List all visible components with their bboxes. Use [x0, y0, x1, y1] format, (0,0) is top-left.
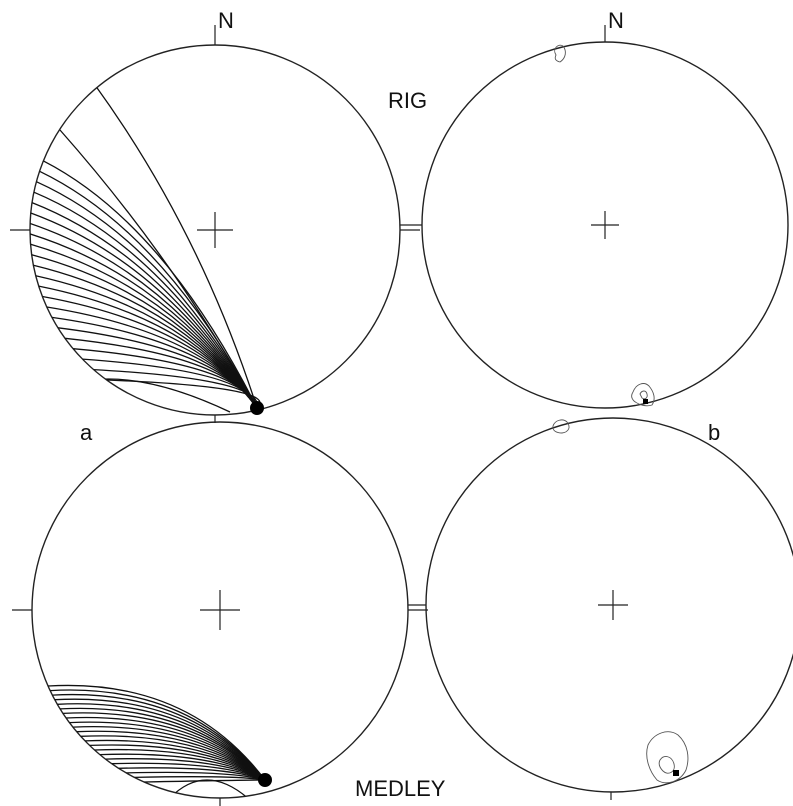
- density-maximum-marker: [643, 399, 648, 404]
- north-label: N: [608, 8, 624, 33]
- great-circle-arc: [57, 703, 266, 781]
- great-circle-arc: [73, 348, 258, 409]
- great-circle-arc: [111, 762, 266, 781]
- net-bottom-left: [12, 421, 428, 806]
- great-circle-arcs: [47, 684, 266, 798]
- panel-label-a: a: [80, 420, 93, 445]
- great-circle-arc: [118, 767, 266, 781]
- great-circle-arc: [50, 689, 266, 781]
- mean-pole-marker: [250, 401, 264, 415]
- great-circle-arc: [94, 748, 266, 781]
- great-circle-arc: [35, 275, 258, 409]
- great-circle-arc: [66, 716, 266, 781]
- great-circle-arc: [134, 776, 266, 781]
- pole-contour-south: [646, 731, 689, 784]
- net-bottom-right: [408, 417, 793, 800]
- pole-contour-north: [554, 44, 566, 63]
- great-circle-arc: [52, 693, 266, 781]
- net-top-right: N: [400, 8, 789, 409]
- great-circle-arc: [54, 698, 266, 781]
- great-circle-arc: [64, 337, 258, 409]
- great-circle-arc: [82, 358, 258, 409]
- site-label-medley: MEDLEY: [355, 776, 446, 801]
- great-circle-arc: [30, 243, 258, 409]
- panel-label-b: b: [708, 420, 720, 445]
- great-circle-arc: [39, 170, 258, 409]
- pole-contour-south: [631, 383, 655, 407]
- site-label-rig: RIG: [388, 88, 427, 113]
- pole-contour-inner: [639, 390, 648, 400]
- great-circle-arcs: [30, 84, 261, 413]
- great-circle-arc: [43, 160, 258, 409]
- great-circle-arc: [31, 201, 258, 409]
- great-circle-arc: [94, 84, 258, 409]
- pole-contour-inner: [658, 756, 675, 774]
- great-circle-arc: [47, 684, 266, 781]
- great-circle-arc: [30, 222, 258, 409]
- great-circle-arc: [80, 735, 266, 781]
- mean-pole-marker: [258, 773, 272, 787]
- great-circle-arc: [126, 771, 266, 781]
- great-circle-arc: [33, 264, 258, 409]
- great-circle-arc: [167, 779, 251, 798]
- great-circle-arc: [33, 191, 258, 409]
- net-top-left: N: [10, 8, 420, 423]
- density-maximum-marker: [673, 770, 679, 776]
- pole-contour-north: [552, 419, 570, 434]
- great-circle-arc: [72, 726, 266, 781]
- great-circle-arc: [36, 181, 258, 409]
- great-circle-arc: [62, 712, 266, 781]
- great-circle-arc: [30, 212, 258, 409]
- great-circle-arc: [60, 707, 266, 781]
- north-label: N: [218, 8, 234, 33]
- great-circle-arc: [54, 378, 231, 413]
- great-circle-arc: [105, 758, 266, 781]
